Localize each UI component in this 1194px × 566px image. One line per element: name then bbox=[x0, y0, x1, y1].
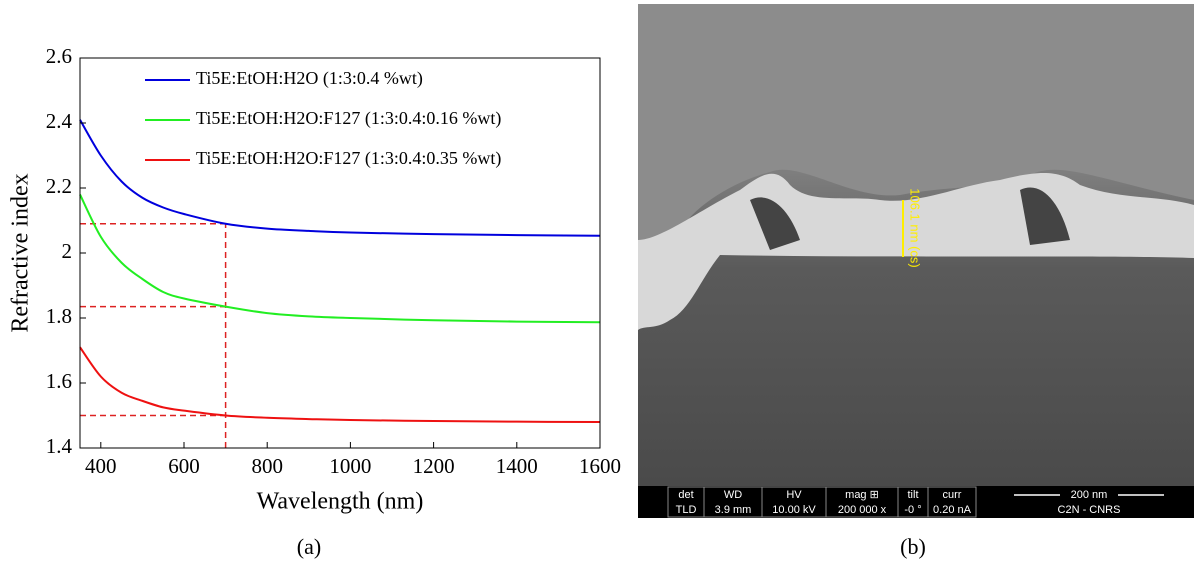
legend-label: Ti5E:EtOH:H2O:F127 (1:3:0.4:0.35 %wt) bbox=[196, 148, 501, 169]
measure-label: 106.1 nm (cs) bbox=[908, 188, 923, 267]
info-header: WD bbox=[724, 489, 742, 501]
x-tick-label: 1000 bbox=[329, 454, 371, 478]
sem-surface bbox=[638, 4, 1194, 243]
x-tick-label: 1400 bbox=[496, 454, 538, 478]
series-line bbox=[79, 346, 601, 423]
x-tick-label: 400 bbox=[85, 454, 117, 478]
x-axis-label: Wavelength (nm) bbox=[257, 489, 424, 515]
info-header: HV bbox=[786, 489, 802, 501]
panel-label: (a) bbox=[297, 534, 321, 559]
scale-label: 200 nm bbox=[1071, 489, 1108, 501]
info-value: 0.20 nA bbox=[933, 504, 972, 516]
info-value: 200 000 x bbox=[838, 504, 887, 516]
info-header: det bbox=[678, 489, 693, 501]
info-value: TLD bbox=[676, 504, 697, 516]
y-axis-label: Refractive index bbox=[8, 173, 34, 332]
info-value: 10.00 kV bbox=[772, 504, 816, 516]
x-tick-label: 1200 bbox=[413, 454, 455, 478]
institution: C2N - CNRS bbox=[1058, 504, 1121, 516]
legend-label: Ti5E:EtOH:H2O:F127 (1:3:0.4:0.16 %wt) bbox=[196, 108, 501, 129]
info-cell bbox=[927, 486, 977, 518]
x-tick-label: 600 bbox=[168, 454, 200, 478]
scale-label-bg bbox=[1060, 488, 1118, 502]
panel-label: (b) bbox=[900, 534, 926, 559]
info-header: tilt bbox=[908, 489, 919, 501]
y-tick-label: 1.8 bbox=[46, 304, 72, 328]
info-header: mag ⊞ bbox=[845, 489, 879, 501]
info-header: curr bbox=[943, 489, 962, 501]
x-tick-label: 1600 bbox=[579, 454, 621, 478]
y-tick-label: 2.6 bbox=[46, 44, 72, 68]
series-line bbox=[79, 119, 601, 237]
y-tick-label: 2.2 bbox=[46, 174, 72, 198]
legend-label: Ti5E:EtOH:H2O (1:3:0.4 %wt) bbox=[196, 68, 423, 89]
series-line bbox=[79, 194, 601, 324]
y-tick-label: 2.4 bbox=[46, 109, 73, 133]
y-tick-label: 1.4 bbox=[46, 434, 73, 458]
x-tick-label: 800 bbox=[251, 454, 283, 478]
sem-texture bbox=[750, 187, 1070, 250]
info-value: -0 ° bbox=[904, 504, 921, 516]
y-tick-label: 1.6 bbox=[46, 369, 72, 393]
sem-image: 106.1 nm (cs) bbox=[638, 4, 1194, 518]
info-value: 3.9 mm bbox=[715, 504, 752, 516]
y-tick-label: 2 bbox=[62, 239, 73, 263]
